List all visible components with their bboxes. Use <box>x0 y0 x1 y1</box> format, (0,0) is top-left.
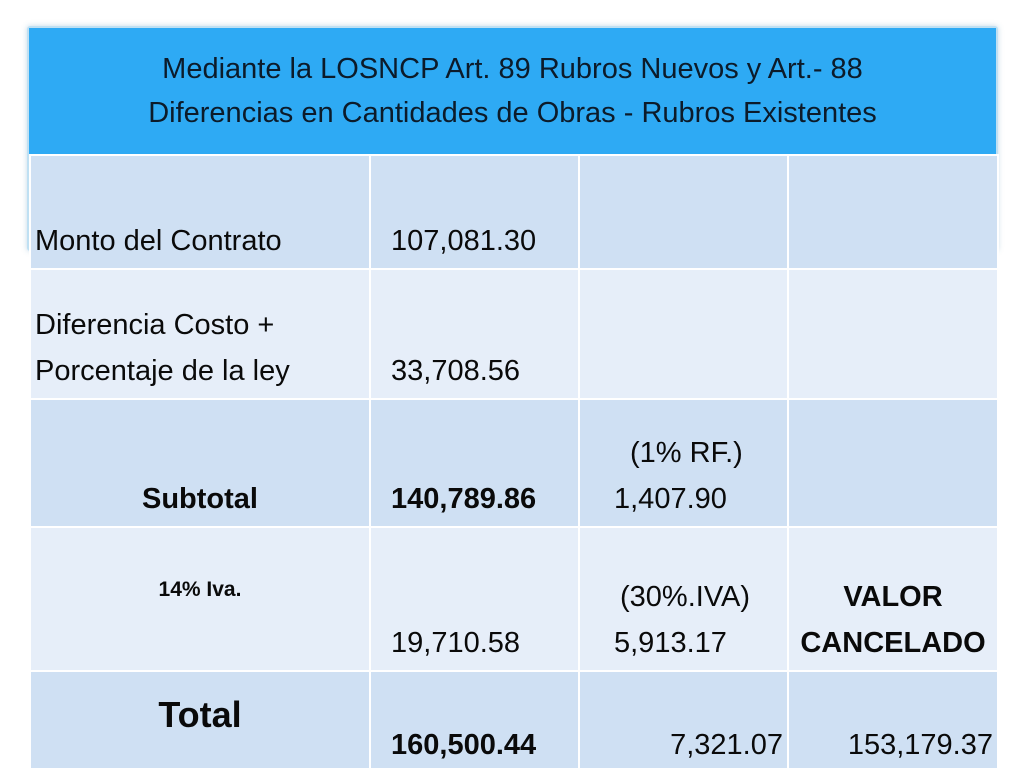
row-label: Monto del Contrato <box>29 154 371 270</box>
row-label: 14% Iva. <box>29 526 371 672</box>
row-label: Subtotal <box>29 398 371 528</box>
amount-cell: 160,500.44 <box>369 670 580 768</box>
paid-cell <box>787 268 999 400</box>
amount-cell: 107,081.30 <box>369 154 580 270</box>
row-label: Diferencia Costo + Porcentaje de la ley <box>29 268 371 400</box>
row-label-line-2: Porcentaje de la ley <box>35 355 290 387</box>
paid-cell <box>787 154 999 270</box>
retention-cell: (1% RF.) 1,407.90 <box>578 398 789 528</box>
amount-cell: 33,708.56 <box>369 268 580 400</box>
table-row: Total 160,500.44 7,321.07 153,179.37 <box>29 670 999 768</box>
retention-cell: (30%.IVA) 5,913.17 <box>578 526 789 672</box>
paid-label-line-1: VALOR <box>843 581 943 613</box>
retention-value: 5,913.17 <box>614 627 727 659</box>
paid-cell: 153,179.37 <box>787 670 999 768</box>
title-line-2: Diferencias en Cantidades de Obras - Rub… <box>148 97 877 129</box>
paid-cell <box>787 398 999 528</box>
amount-cell: 19,710.58 <box>369 526 580 672</box>
paid-cell: VALOR CANCELADO <box>787 526 999 672</box>
retention-cell: 7,321.07 <box>578 670 789 768</box>
row-label-line-1: Diferencia Costo + <box>35 309 275 341</box>
retention-label: (1% RF.) <box>630 437 743 469</box>
paid-label-line-2: CANCELADO <box>800 627 986 659</box>
retention-cell <box>578 268 789 400</box>
contract-summary-table: Monto del Contrato 107,081.30 Diferencia… <box>29 154 999 768</box>
title-banner: Mediante la LOSNCP Art. 89 Rubros Nuevos… <box>29 28 996 154</box>
table-row: 14% Iva. 19,710.58 (30%.IVA) 5,913.17 VA… <box>29 526 999 672</box>
row-label: Total <box>29 670 371 768</box>
retention-value: 1,407.90 <box>614 483 727 515</box>
title-line-1: Mediante la LOSNCP Art. 89 Rubros Nuevos… <box>162 53 863 85</box>
retention-cell <box>578 154 789 270</box>
amount-cell: 140,789.86 <box>369 398 580 528</box>
table-row: Monto del Contrato 107,081.30 <box>29 154 999 270</box>
table-row: Subtotal 140,789.86 (1% RF.) 1,407.90 <box>29 398 999 528</box>
table-row: Diferencia Costo + Porcentaje de la ley … <box>29 268 999 400</box>
retention-label: (30%.IVA) <box>620 581 751 613</box>
